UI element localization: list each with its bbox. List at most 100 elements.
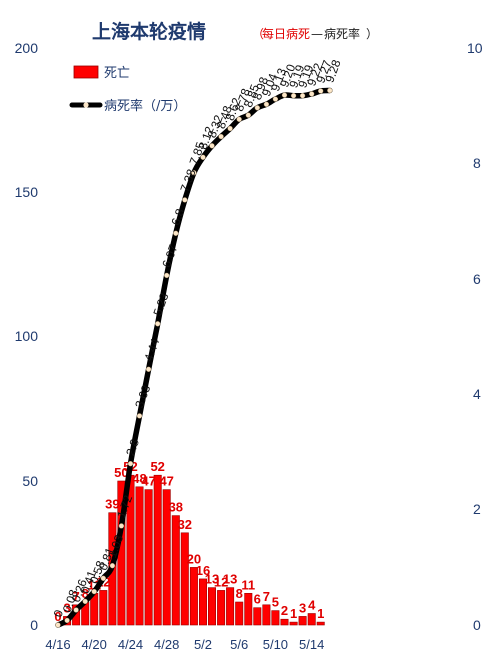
bar-deaths-4-28 <box>162 489 171 626</box>
line-data-labels: 00.080.260.410.580.811.031.722.83.634.44… <box>51 57 344 619</box>
rate-point-4-22 <box>109 563 116 569</box>
bar-label-5-1: 20 <box>187 551 201 566</box>
bar-label-4-18: 7 <box>72 589 79 604</box>
legend-label-deaths: 死亡 <box>104 66 130 81</box>
bar-label-5-11: 2 <box>281 603 288 618</box>
y-right-tick: 8 <box>473 155 481 171</box>
rate-point-5-2 <box>200 154 206 160</box>
rate-point-5-8 <box>254 105 260 111</box>
bar-label-5-14: 4 <box>308 598 316 613</box>
rate-point-5-12 <box>291 93 297 99</box>
bar-label-5-4: 12 <box>214 574 228 589</box>
rate-point-4-20 <box>91 588 97 595</box>
legend: 死亡 病死率（/万） <box>69 65 186 114</box>
rate-point-4-21 <box>100 575 106 581</box>
rate-point-5-11 <box>281 92 288 98</box>
chart-title-paren-close: ） <box>366 27 378 41</box>
y-left-tick: 150 <box>15 184 39 200</box>
legend-swatch-rate-marker <box>83 102 89 108</box>
bar-deaths-5-1 <box>189 567 198 626</box>
x-tick-label: 4/16 <box>45 637 70 652</box>
x-tick-label: 5/10 <box>263 637 288 652</box>
bar-deaths-5-3 <box>208 587 217 626</box>
rate-point-4-25 <box>136 413 143 419</box>
bar-deaths-5-12 <box>289 621 298 626</box>
bar-deaths-5-10 <box>271 610 280 626</box>
y-axis-left: 0 50 100 150 200 <box>15 40 39 633</box>
bar-deaths-4-30 <box>180 532 189 626</box>
rate-point-4-28 <box>164 272 170 279</box>
bar-deaths-4-29 <box>171 515 180 626</box>
bar-label-4-28: 47 <box>159 474 173 489</box>
rate-point-4-26 <box>146 366 152 372</box>
bar-deaths-4-21 <box>99 590 108 626</box>
bar-label-5-2: 16 <box>196 563 210 578</box>
bar-label-5-10: 5 <box>272 595 279 610</box>
y-right-tick: 2 <box>473 501 481 517</box>
rate-label-4-26: 4.44 <box>141 336 162 363</box>
bar-label-5-3: 13 <box>205 572 219 587</box>
rate-label-4-16: 0 <box>51 608 67 619</box>
rate-point-5-15 <box>318 88 324 94</box>
y-right-tick: 10 <box>467 40 483 56</box>
bar-deaths-5-14 <box>307 613 316 626</box>
chart-title-sub-red: 每日病死 <box>262 26 310 41</box>
bar-deaths-5-5 <box>226 587 235 626</box>
bar-label-4-16: 0 <box>54 609 61 624</box>
rate-point-5-16 <box>327 87 333 94</box>
x-tick-label: 5/6 <box>230 637 248 652</box>
bar-label-4-26: 47 <box>141 474 155 489</box>
bar-deaths-5-2 <box>199 578 208 626</box>
rate-point-4-29 <box>173 230 179 236</box>
x-tick-label: 4/24 <box>118 637 143 652</box>
x-tick-label: 5/14 <box>299 637 324 652</box>
rate-point-4-23 <box>118 523 125 529</box>
bar-label-4-22: 39 <box>105 497 119 512</box>
rate-point-5-3 <box>209 143 215 149</box>
chart-title-main: 上海本轮疫情 <box>92 20 206 43</box>
rate-point-5-7 <box>245 112 251 118</box>
bar-deaths-4-26 <box>144 489 153 626</box>
bar-label-4-17: 3 <box>63 600 70 615</box>
bar-label-5-13: 3 <box>299 600 306 615</box>
chart-title-paren-open: （ <box>252 27 264 41</box>
rate-label-4-27: 5.23 <box>150 291 171 318</box>
bar-label-4-19: 8 <box>82 586 89 601</box>
y-right-tick: 4 <box>473 386 481 402</box>
x-tick-label: 4/28 <box>154 637 179 652</box>
chart-title-dash: — <box>311 27 323 41</box>
rate-point-5-5 <box>227 125 233 132</box>
bar-label-4-29: 38 <box>169 500 183 515</box>
bar-label-4-27: 52 <box>150 459 164 474</box>
rate-point-5-6 <box>236 116 242 122</box>
bar-deaths-5-8 <box>253 607 262 626</box>
bar-label-5-12: 1 <box>290 606 297 621</box>
rate-label-4-25: 3.63 <box>132 383 153 410</box>
bar-label-5-8: 6 <box>254 592 261 607</box>
y-right-tick: 6 <box>473 271 481 287</box>
rate-point-4-18 <box>73 607 79 613</box>
bar-deaths-5-9 <box>262 604 271 626</box>
bar-deaths-4-25 <box>135 486 144 626</box>
bar-deaths-5-4 <box>217 590 226 626</box>
y-left-tick: 0 <box>30 617 38 633</box>
rate-point-4-27 <box>155 321 161 327</box>
bar-deaths-5-11 <box>280 618 289 626</box>
bar-label-5-6: 8 <box>236 586 243 601</box>
bar-deaths-5-13 <box>298 616 307 626</box>
legend-label-rate: 病死率（/万） <box>104 98 186 114</box>
bar-deaths-5-6 <box>235 601 244 626</box>
bar-deaths-5-15 <box>316 621 325 626</box>
bar-label-4-30: 32 <box>178 517 192 532</box>
bar-label-5-5: 13 <box>223 572 237 587</box>
x-tick-label: 4/20 <box>82 637 107 652</box>
rate-point-5-1 <box>191 170 197 176</box>
chart-title-sub-black: 病死率 <box>324 26 360 41</box>
y-right-tick: 0 <box>473 617 481 633</box>
rate-point-5-9 <box>263 101 270 107</box>
rate-point-4-17 <box>64 617 70 624</box>
rate-point-5-4 <box>218 134 224 140</box>
bar-label-4-25: 48 <box>132 471 146 486</box>
rate-point-5-13 <box>300 93 306 99</box>
